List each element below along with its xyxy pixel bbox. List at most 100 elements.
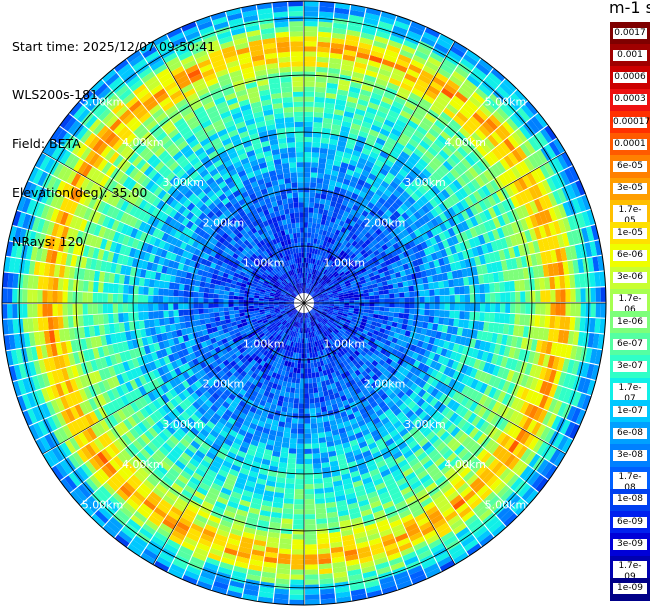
beta-cell bbox=[436, 273, 444, 282]
beta-cell bbox=[340, 162, 349, 169]
beta-cell bbox=[304, 192, 310, 198]
beta-cell bbox=[326, 279, 332, 284]
beta-cell bbox=[315, 254, 320, 260]
beta-cell bbox=[439, 164, 450, 175]
beta-cell bbox=[304, 348, 307, 354]
beta-cell bbox=[448, 138, 461, 150]
beta-cell bbox=[358, 359, 365, 367]
beta-cell bbox=[328, 319, 334, 324]
beta-cell bbox=[309, 290, 313, 295]
beta-cell bbox=[334, 299, 340, 302]
beta-cell bbox=[360, 267, 367, 274]
beta-cell bbox=[460, 364, 469, 375]
beta-cell bbox=[520, 387, 530, 401]
beta-cell bbox=[491, 192, 501, 205]
beta-cell bbox=[316, 56, 329, 63]
beta-cell bbox=[316, 51, 330, 58]
beta-cell bbox=[476, 160, 487, 173]
beta-cell bbox=[344, 39, 359, 47]
beta-cell bbox=[569, 316, 576, 331]
beta-cell bbox=[392, 176, 402, 186]
beta-cell bbox=[361, 27, 376, 36]
beta-cell bbox=[446, 157, 457, 168]
beta-cell bbox=[562, 201, 572, 217]
beta-cell bbox=[371, 343, 379, 350]
beta-cell bbox=[330, 269, 336, 275]
beta-cell bbox=[444, 310, 450, 318]
beta-cell bbox=[349, 9, 365, 18]
beta-cell bbox=[371, 146, 382, 155]
beta-cell bbox=[504, 281, 511, 292]
beta-cell bbox=[304, 212, 309, 218]
beta-cell bbox=[304, 398, 310, 404]
beta-cell bbox=[509, 410, 520, 424]
beta-cell bbox=[317, 277, 322, 283]
beta-cell bbox=[400, 203, 409, 212]
beta-cell bbox=[523, 140, 536, 155]
beta-cell bbox=[571, 407, 582, 423]
beta-cell bbox=[392, 210, 401, 219]
beta-cell bbox=[330, 276, 336, 281]
beta-cell bbox=[392, 242, 400, 250]
beta-cell bbox=[345, 241, 352, 249]
beta-cell bbox=[505, 292, 511, 303]
beta-cell bbox=[432, 353, 441, 362]
beta-cell bbox=[436, 38, 452, 50]
beta-cell bbox=[317, 309, 322, 314]
beta-cell bbox=[326, 82, 338, 90]
beta-cell bbox=[338, 296, 345, 300]
beta-cell bbox=[317, 271, 322, 277]
beta-cell bbox=[291, 549, 304, 555]
beta-cell bbox=[386, 320, 393, 327]
beta-cell bbox=[552, 190, 563, 205]
beta-cell bbox=[338, 209, 345, 216]
beta-cell bbox=[433, 400, 443, 411]
beta-cell bbox=[366, 331, 373, 338]
beta-cell bbox=[327, 320, 333, 326]
beta-cell bbox=[589, 348, 598, 364]
beta-cell bbox=[307, 288, 311, 294]
beta-cell bbox=[372, 163, 382, 172]
beta-cell bbox=[294, 388, 300, 394]
beta-cell bbox=[304, 207, 309, 213]
beta-cell bbox=[319, 1, 335, 8]
beta-cell bbox=[320, 280, 326, 286]
beta-cell bbox=[279, 457, 288, 464]
beta-cell bbox=[367, 172, 377, 181]
beta-cell bbox=[600, 303, 606, 318]
beta-cell bbox=[469, 294, 476, 303]
beta-cell bbox=[324, 301, 330, 303]
beta-cell bbox=[323, 308, 329, 311]
beta-cell bbox=[277, 558, 291, 565]
beta-cell bbox=[354, 278, 361, 283]
beta-cell bbox=[427, 108, 440, 120]
beta-cell bbox=[389, 298, 395, 303]
beta-cell bbox=[332, 270, 338, 276]
beta-cell bbox=[319, 147, 328, 154]
beta-cell bbox=[444, 185, 455, 196]
beta-cell bbox=[433, 316, 440, 324]
beta-cell bbox=[319, 314, 325, 319]
beta-cell bbox=[330, 315, 337, 319]
beta-cell bbox=[381, 355, 389, 362]
beta-cell bbox=[304, 544, 317, 550]
beta-cell bbox=[455, 201, 465, 212]
beta-cell bbox=[332, 27, 347, 35]
beta-cell bbox=[457, 251, 465, 261]
beta-cell bbox=[336, 267, 342, 273]
beta-cell bbox=[310, 279, 313, 285]
beta-cell bbox=[313, 478, 323, 484]
beta-cell bbox=[322, 309, 328, 312]
beta-cell bbox=[327, 273, 333, 278]
beta-cell bbox=[352, 171, 361, 179]
beta-cell bbox=[390, 273, 397, 280]
beta-cell bbox=[308, 252, 312, 259]
beta-cell bbox=[405, 363, 413, 372]
beta-cell bbox=[311, 263, 315, 269]
beta-cell bbox=[452, 370, 461, 381]
beta-cell bbox=[438, 149, 450, 161]
beta-cell bbox=[308, 268, 312, 274]
beta-cell bbox=[279, 538, 292, 545]
beta-cell bbox=[443, 376, 452, 386]
